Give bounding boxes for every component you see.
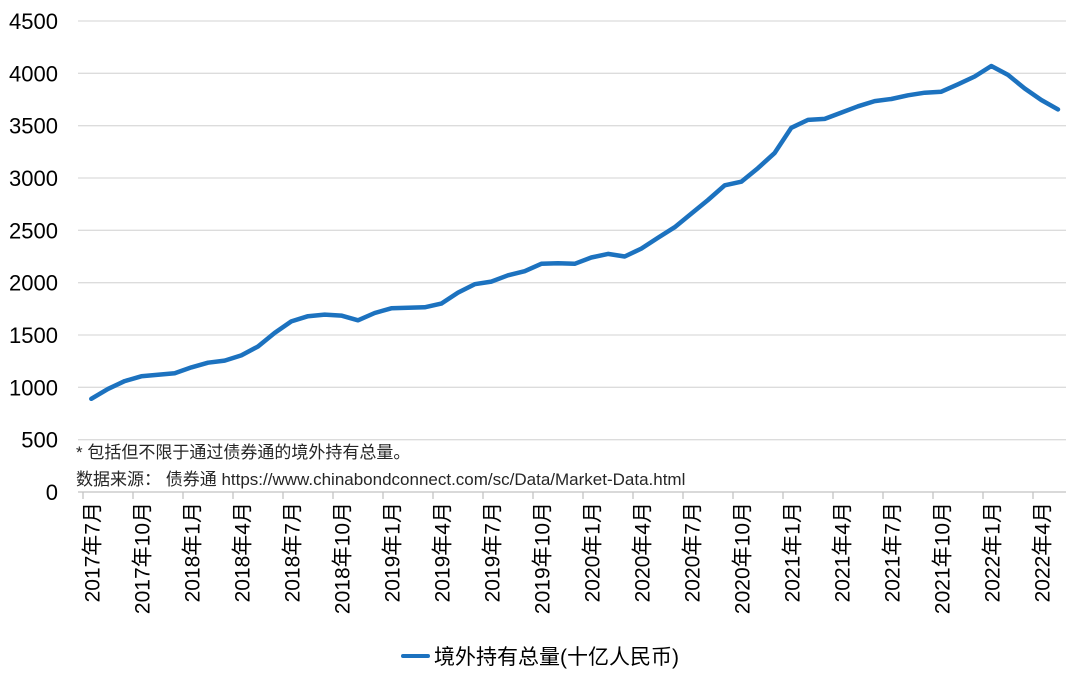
x-axis-label: 2019年1月 [381,502,404,602]
y-axis-label: 1000 [9,375,58,400]
x-axis-label: 2020年1月 [581,502,604,602]
y-axis-label: 0 [46,480,58,505]
x-axis-label: 2017年10月 [131,502,154,614]
x-axis-label: 2021年4月 [831,502,854,602]
x-axis-label: 2017年7月 [81,502,104,602]
x-axis-label: 2021年10月 [931,502,954,614]
y-axis-label: 500 [21,428,58,453]
x-axis-label: 2020年10月 [731,502,754,614]
x-axis-label: 2018年10月 [331,502,354,614]
footnote-text: * 包括但不限于通过债券通的境外持有总量。 [76,443,411,462]
x-axis-label: 2020年7月 [681,502,704,602]
x-axis-label: 2018年1月 [181,502,204,602]
x-axis-label: 2021年1月 [781,502,804,602]
legend-line-marker-icon [401,654,430,658]
legend-label: 境外持有总量(十亿人民币) [434,646,679,669]
y-axis-label: 1500 [9,323,58,348]
data-source-text: 数据来源： 债券通 https://www.chinabondconnect.c… [76,470,686,489]
x-axis-label: 2019年10月 [531,502,554,614]
x-axis-label: 2019年4月 [431,502,454,602]
x-axis-label: 2021年7月 [881,502,904,602]
x-axis-label: 2020年4月 [631,502,654,602]
data-line-series [89,63,1061,402]
x-axis-label: 2018年7月 [281,502,304,602]
x-axis-label: 2019年7月 [481,502,504,602]
x-axis-label: 2022年4月 [1031,502,1054,602]
chart-legend: 境外持有总量(十亿人民币) [0,641,1080,671]
y-axis-label: 2000 [9,271,58,296]
x-axis-label: 2018年4月 [231,502,254,602]
y-axis-label: 3000 [9,166,58,191]
chart-annotation: * 包括但不限于通过债券通的境外持有总量。 数据来源： 债券通 https://… [76,439,685,493]
y-axis-label: 4500 [9,9,58,34]
x-axis-label: 2022年1月 [981,502,1004,602]
y-axis-label: 2500 [9,218,58,243]
y-axis-label: 4000 [9,61,58,86]
y-axis-label: 3500 [9,114,58,139]
